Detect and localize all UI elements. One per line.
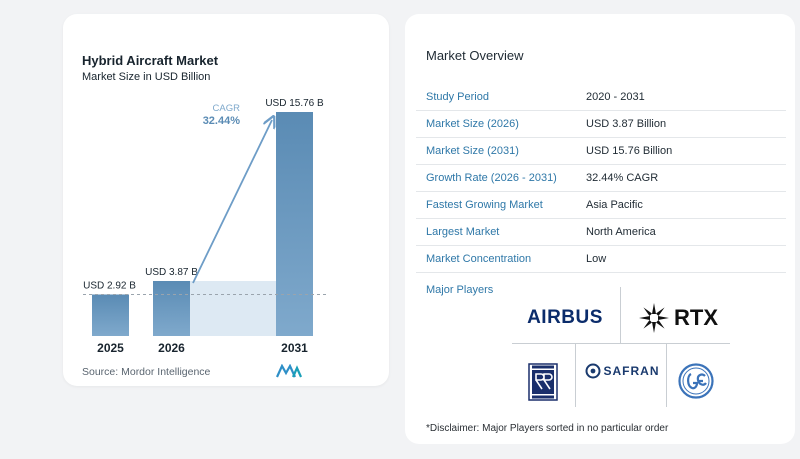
airbus-logo-icon: AIRBUS (527, 307, 603, 328)
overview-value: USD 15.76 Billion (586, 145, 673, 157)
logo-divider (620, 287, 621, 343)
rtx-logo-text: RTX (674, 305, 718, 330)
overview-key: Largest Market (426, 226, 500, 238)
overview-key: Market Size (2026) (426, 118, 519, 130)
rtx-burst-icon (639, 303, 669, 333)
chart-card (63, 14, 389, 386)
overview-key: Market Size (2031) (426, 145, 519, 157)
mordor-intelligence-logo-icon (276, 364, 302, 378)
overview-value: Low (586, 253, 607, 265)
rtx-logo-icon: RTX (628, 298, 728, 338)
safran-emblem-icon (585, 363, 600, 379)
overview-row: Study Period 2020 - 2031 (416, 84, 786, 111)
chart-title: Hybrid Aircraft Market (82, 53, 219, 68)
logo-divider (666, 343, 667, 407)
overview-key: Study Period (426, 91, 489, 103)
overview-row: Growth Rate (2026 - 2031) 32.44% CAGR (416, 165, 786, 192)
overview-key: Market Concentration (426, 253, 532, 265)
overview-row: Market Size (2031) USD 15.76 Billion (416, 138, 786, 165)
overview-table: Study Period 2020 - 2031 Market Size (202… (416, 84, 786, 273)
overview-row: Market Size (2026) USD 3.87 Billion (416, 111, 786, 138)
overview-row: Largest Market North America (416, 219, 786, 246)
safran-logo-text: SAFRAN (603, 364, 660, 378)
chart-subtitle: Market Size in USD Billion (82, 71, 211, 83)
ge-logo-icon (677, 362, 715, 400)
disclaimer: *Disclaimer: Major Players sorted in no … (426, 423, 669, 434)
overview-value: 32.44% CAGR (586, 172, 659, 184)
market-overview-panel (405, 14, 795, 444)
overview-row: Market Concentration Low (416, 246, 786, 273)
overview-value: Asia Pacific (586, 199, 643, 211)
major-players-label: Major Players (426, 284, 494, 296)
overview-key: Fastest Growing Market (426, 199, 543, 211)
overview-key: Growth Rate (2026 - 2031) (426, 172, 557, 184)
safran-logo-icon: SAFRAN (580, 358, 664, 384)
overview-value: USD 3.87 Billion (586, 118, 667, 130)
overview-value: 2020 - 2031 (586, 91, 645, 103)
overview-row: Fastest Growing Market Asia Pacific (416, 192, 786, 219)
logo-divider (575, 343, 576, 407)
overview-value: North America (586, 226, 656, 238)
source-note: Source: Mordor Intelligence (82, 366, 211, 378)
overview-title: Market Overview (426, 48, 524, 63)
logo-divider (512, 343, 730, 344)
rolls-royce-logo-icon (527, 362, 559, 402)
